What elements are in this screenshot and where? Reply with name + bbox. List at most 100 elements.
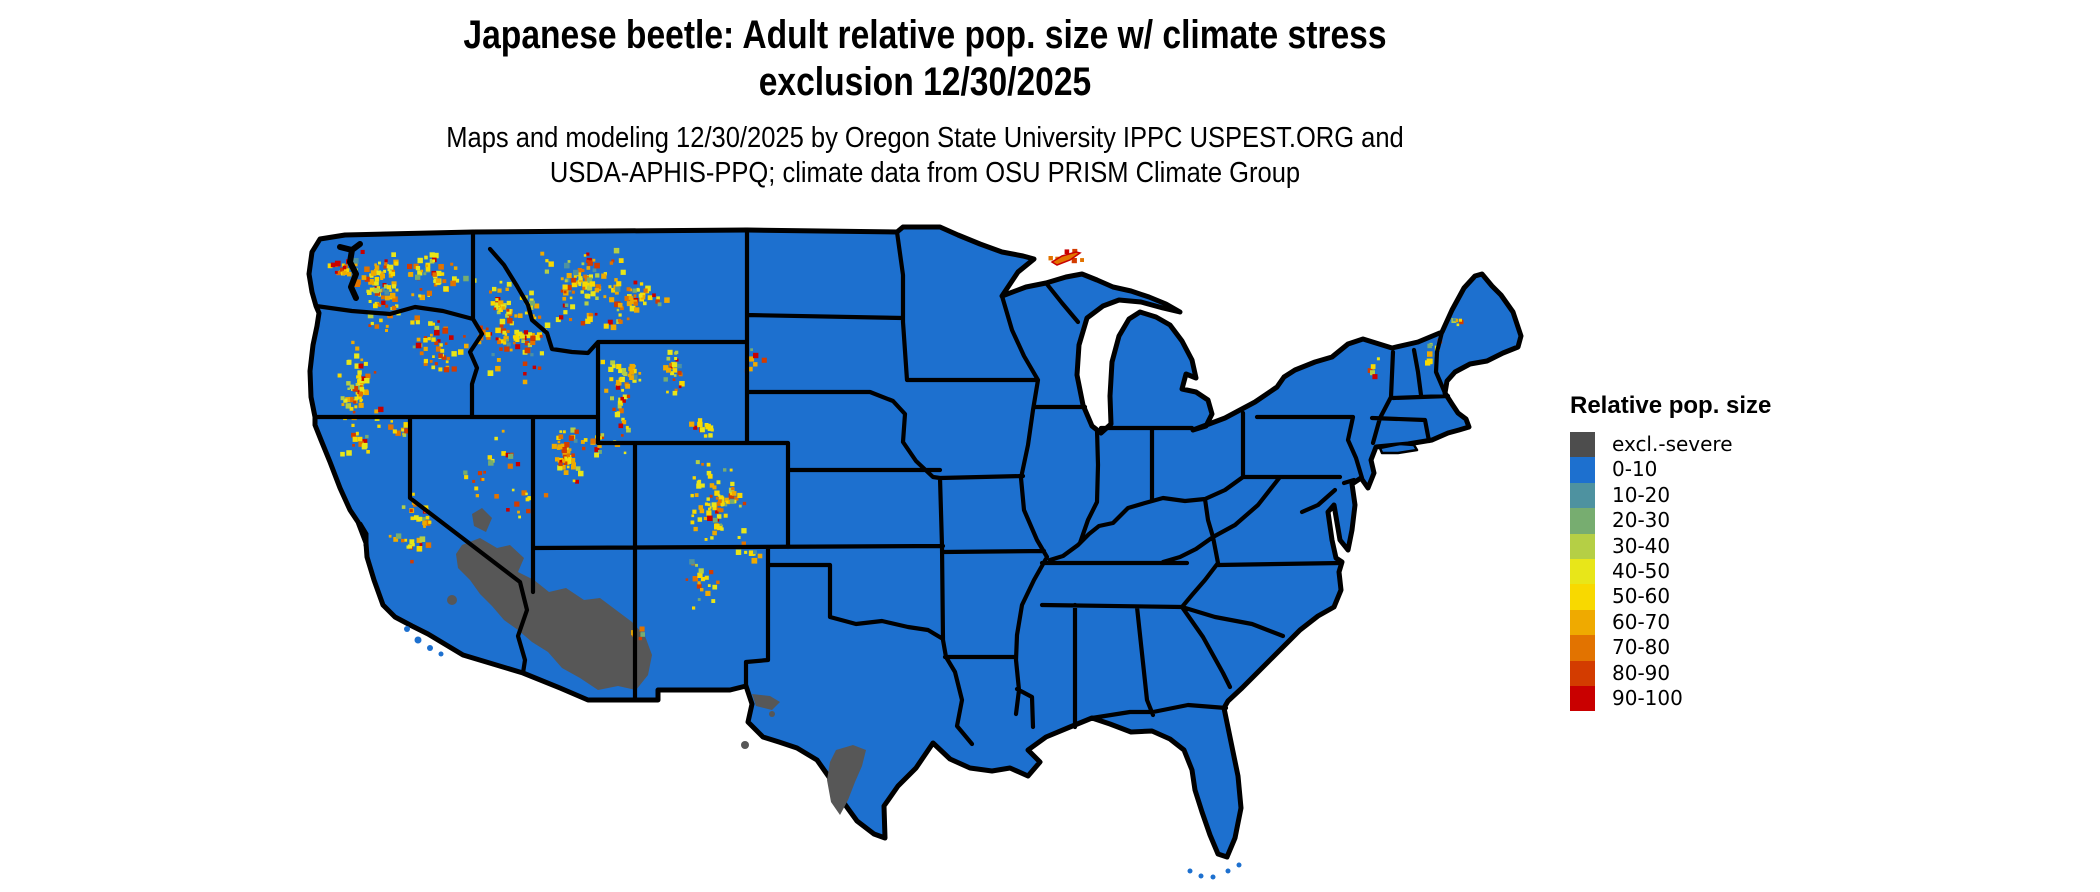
speckle-mt-west — [569, 318, 573, 322]
speckle-wa-northeast — [417, 257, 423, 264]
legend-swatch-20-30 — [1570, 508, 1595, 534]
speckle-wa-cascades — [376, 302, 380, 306]
speckle-or-cascades — [358, 377, 362, 381]
speckle-nv-central — [501, 451, 506, 456]
speckle-wy-bighorn — [677, 370, 682, 375]
speckle-mt-central — [638, 293, 643, 298]
speckle-or-cascades — [360, 358, 364, 362]
speckle-ut-wasatch — [557, 465, 563, 471]
speckle-co-rockies — [729, 468, 733, 472]
speckle-co-rockies — [698, 505, 703, 510]
speckle-mt-west — [592, 258, 596, 262]
speckle-id-rockies — [530, 300, 535, 306]
speckle-co-rockies — [724, 503, 728, 507]
speckle-ca-sierra — [410, 559, 414, 564]
speckle-co-rockies — [733, 499, 737, 504]
speckle-mt-central — [633, 301, 638, 306]
speckle-wa-cascades — [391, 269, 395, 273]
speckle-or-blue-mtns — [451, 366, 457, 372]
speckle-wa-cascades — [364, 266, 370, 272]
speckle-co-rockies — [701, 463, 704, 466]
speckle-id-rockies — [531, 332, 535, 337]
speckle-or-blue-mtns — [431, 337, 436, 342]
speckle-co-rockies — [706, 510, 712, 516]
speckle-wa-northeast — [424, 255, 428, 260]
speckle-wa-cascades — [383, 284, 388, 289]
speckle-id-rockies — [524, 347, 531, 354]
speckle-wy-yellowstone — [621, 388, 624, 392]
speckle-wa-cascades — [376, 270, 382, 276]
speckle-wa-cascades — [354, 281, 361, 287]
legend-swatch-10-20 — [1570, 482, 1595, 509]
speckle-mt-west — [555, 317, 561, 323]
speckle-or-blue-mtns — [419, 351, 424, 356]
speckle-co-rockies — [716, 501, 721, 506]
speckle-mt-west — [564, 303, 569, 307]
speckle-wa-olympics — [342, 265, 347, 270]
speckle-ut-uinta — [590, 438, 596, 444]
speckle-wa-cascades — [383, 269, 387, 273]
channel-islands — [404, 626, 444, 657]
speckle-co-rockies — [697, 479, 702, 484]
speckle-wy-bighorn — [677, 363, 682, 369]
legend-row-70-80: 70-80 — [1570, 635, 1771, 661]
speckle-co-rockies — [712, 517, 718, 523]
speckle-ca-coast-range — [352, 436, 358, 442]
figure-subtitle-line2: USDA-APHIS-PPQ; climate data from OSU PR… — [549, 157, 1301, 189]
speckle-wa-cascades — [380, 288, 385, 292]
speckle-wy-bighorn — [663, 365, 669, 371]
speckle-co-rockies — [719, 523, 722, 526]
legend-swatch-50-60 — [1570, 584, 1595, 610]
speckle-nv-south — [527, 496, 532, 501]
speckle-mt-west — [586, 266, 591, 270]
speckle-or-cascades — [355, 346, 360, 351]
excl-region-death-valley — [472, 508, 492, 532]
legend-row-80-90: 80-90 — [1570, 660, 1771, 686]
speckle-wa-northeast — [426, 290, 432, 296]
speckle-mt-central — [655, 299, 660, 304]
speckle-nv-central — [515, 462, 521, 467]
speckle-ca-coast-range — [356, 431, 359, 435]
speckle-nv-central — [474, 486, 479, 491]
speckle-or-blue-mtns — [423, 362, 428, 366]
speckle-wa-cascades — [389, 289, 392, 292]
speckle-wa-cascades — [384, 259, 388, 263]
speckle-wa-cascades — [370, 270, 377, 276]
speckle-id-rockies — [492, 286, 497, 292]
speckle-ca-sierra — [404, 538, 408, 542]
speckle-co-rockies — [720, 527, 724, 531]
speckle-ca-sierra — [410, 516, 415, 521]
speckle-mt-west — [594, 288, 599, 293]
speckle-wy-bighorn — [671, 362, 678, 368]
speckle-or-cascades — [352, 410, 356, 414]
speckle-me-central — [1454, 318, 1459, 323]
speckle-wy-southeast — [705, 423, 711, 430]
speckle-mt-central — [634, 307, 640, 313]
speckle-ut-uinta — [600, 433, 605, 437]
speckle-or-cascades — [365, 373, 371, 379]
us-landmass — [306, 224, 1524, 860]
speckle-co-rockies — [696, 483, 702, 489]
speckle-wa-northeast — [440, 272, 445, 276]
legend-label: excl.-severe — [1612, 432, 1733, 456]
speckle-nv-south — [521, 490, 527, 496]
speckle-nv-central — [464, 475, 469, 480]
speckle-or-cascades — [359, 379, 364, 384]
speckle-nm-north — [692, 606, 696, 610]
speckle-ca-coast-range — [351, 423, 355, 427]
speckle-or-cascades — [364, 390, 369, 396]
speckle-id-rockies — [527, 342, 532, 348]
speckle-id-rockies — [506, 329, 510, 333]
speckle-wa-cascades — [391, 305, 397, 311]
speckle-id-rockies — [503, 336, 509, 342]
speckle-nv-south — [517, 510, 520, 514]
speckle-wy-southeast — [697, 421, 703, 428]
speckle-mt-west — [573, 269, 579, 276]
legend-row-30-40: 30-40 — [1570, 533, 1771, 559]
speckle-nm-north — [716, 580, 720, 585]
speckle-nm-north — [692, 576, 698, 582]
speckle-or-blue-mtns — [443, 367, 450, 373]
figure-title-line1: Japanese beetle: Adult relative pop. siz… — [463, 13, 1387, 57]
speckle-id-rockies — [497, 337, 501, 341]
speckle-me-central — [1456, 323, 1460, 327]
